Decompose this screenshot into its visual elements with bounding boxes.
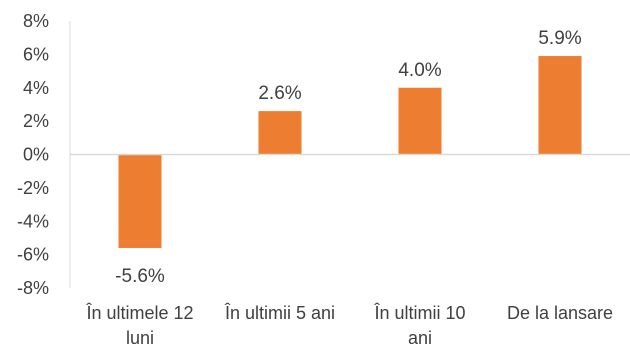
y-tick-label: 4%: [23, 78, 49, 98]
x-category-label: În ultimii 5 ani: [224, 303, 335, 323]
y-tick-label: 8%: [23, 11, 49, 31]
x-category-label: În ultimii 10 ani: [373, 303, 465, 348]
data-label: 5.9%: [538, 28, 581, 49]
bar: [398, 87, 442, 155]
y-tick-label: -4%: [17, 211, 49, 231]
x-category-line: ani: [408, 328, 432, 348]
x-category-label: De la lansare: [507, 303, 613, 323]
x-category-line: luni: [126, 328, 154, 348]
bar: [118, 154, 162, 248]
y-tick-label: 0%: [23, 145, 49, 165]
y-axis: 8% 6% 4% 2% 0% -2% -4% -6% -8%: [17, 11, 49, 298]
x-category-line: În ultimii 10: [373, 303, 465, 323]
x-category-line: În ultimele 12: [85, 303, 193, 323]
data-label: 2.6%: [258, 83, 301, 104]
x-axis: În ultimele 12 luni În ultimii 5 ani În ult…: [69, 21, 630, 348]
y-tick-label: 6%: [23, 44, 49, 64]
y-tick-label: -8%: [17, 278, 49, 298]
bar: [258, 111, 302, 155]
y-tick-label: 2%: [23, 111, 49, 131]
x-category-line: De la lansare: [507, 303, 613, 323]
data-label: -5.6%: [115, 266, 165, 287]
y-tick-label: -6%: [17, 245, 49, 265]
y-tick-label: -2%: [17, 178, 49, 198]
x-category-line: În ultimii 5 ani: [224, 303, 335, 323]
bar: [538, 56, 582, 155]
data-label: 4.0%: [398, 60, 441, 81]
data-labels-group: -5.6% 2.6% 4.0% 5.9%: [115, 28, 582, 287]
bars-group: [118, 56, 582, 248]
x-category-label: În ultimele 12 luni: [85, 303, 193, 348]
